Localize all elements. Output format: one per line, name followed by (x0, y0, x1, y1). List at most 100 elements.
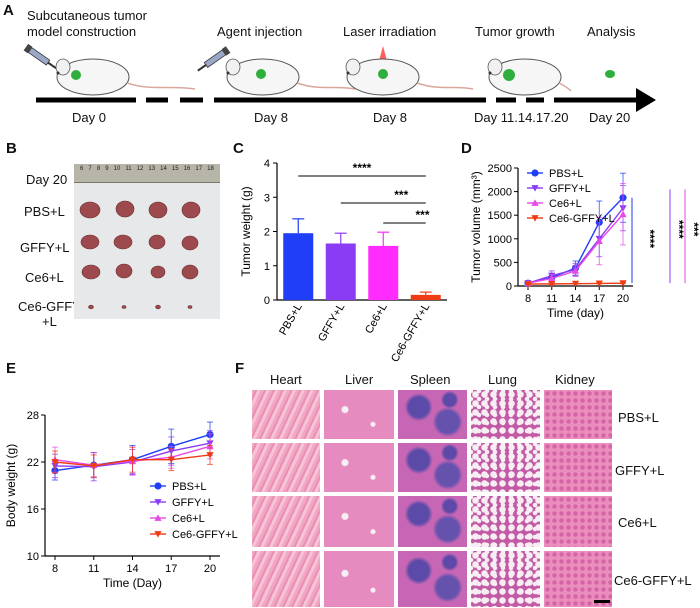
histology-image (397, 442, 468, 493)
histology-image (323, 495, 395, 548)
legend-label: Ce6-GFFY+L (549, 213, 615, 225)
y-tick-label: 1500 (488, 210, 512, 222)
column-header: Kidney (555, 372, 595, 387)
day-label: Day 8 (254, 110, 288, 125)
panel-label-e: E (6, 360, 17, 377)
y-tick-label: 28 (27, 410, 39, 422)
syringe-icon (197, 46, 231, 72)
bar (368, 245, 399, 300)
data-point (595, 280, 603, 288)
y-tick-label: 2 (264, 227, 270, 239)
column-header: Lung (488, 372, 517, 387)
histology-image (397, 550, 468, 608)
x-tick-label: 14 (126, 563, 138, 575)
panel-label-f: F (235, 360, 245, 377)
histology-image (251, 550, 321, 608)
significance-label: **** (672, 220, 686, 239)
syringe-icon (23, 43, 57, 70)
day-label: Day 0 (72, 110, 106, 125)
y-axis-label: Tumor volume (mm³) (469, 171, 483, 283)
x-tick-label: 11 (546, 293, 557, 305)
y-tick-label: 3 (264, 192, 270, 204)
row-label: GFFY+L (20, 240, 70, 255)
data-point (128, 456, 137, 464)
x-tick-label: 8 (52, 563, 58, 575)
data-point (524, 281, 532, 288)
ruler-number: 6 (80, 166, 84, 172)
x-tick-label: Ce6+L (363, 302, 390, 336)
x-axis-label: Time (Day) (103, 576, 162, 590)
data-point (595, 237, 603, 245)
y-tick-label: 2500 (488, 163, 512, 175)
x-tick-label: 17 (165, 563, 177, 575)
histology-image (251, 495, 321, 548)
tumor-icon (605, 70, 615, 78)
histology-image (251, 442, 321, 493)
row-label: GFFY+L (615, 463, 665, 478)
legend-label: Ce6+L (549, 198, 582, 210)
row-label: Ce6+L (25, 270, 64, 285)
data-point (206, 452, 214, 459)
mouse-icon (345, 58, 474, 96)
histology-image (397, 389, 468, 440)
histology-image (397, 495, 468, 548)
arrow-head-icon (636, 88, 656, 112)
bar (325, 243, 356, 300)
ruler-number: 9 (105, 166, 109, 172)
histology-image (251, 389, 321, 440)
data-point (571, 280, 580, 288)
significance-label: **** (643, 229, 657, 248)
data-point (531, 199, 539, 206)
body-weight-chart: 10 16 22 28 8 11 14 17 20 Time (Day) Body weight (… (4, 410, 238, 590)
significance-label: *** (394, 188, 408, 202)
legend-label: PBS+L (172, 481, 207, 493)
scale-bar (594, 600, 610, 603)
histology-image (323, 389, 395, 440)
histology-image (543, 389, 613, 440)
photo-title: Day 20 (26, 172, 68, 187)
ruler-number: 10 (113, 166, 121, 172)
step-tumor-growth: Tumor growth (475, 24, 555, 39)
legend-label: GFFY+L (172, 497, 214, 509)
day-label: Day 11.14.17.20 (474, 110, 569, 125)
step-model-construction: Subcutaneous tumor model construction (27, 8, 147, 39)
y-axis-label: Tumor weight (g) (239, 186, 253, 276)
ruler-number: 7 (88, 166, 92, 172)
step-analysis: Analysis (587, 24, 636, 39)
x-tick-label: 20 (204, 563, 216, 575)
y-tick-label: 2000 (488, 187, 512, 199)
y-tick-label: 0 (506, 281, 512, 293)
tumor-specimens (79, 200, 201, 310)
ruler-number: 11 (125, 166, 132, 172)
mouse-icon (55, 58, 196, 96)
ruler-number: 8 (96, 166, 101, 172)
histology-image (323, 442, 395, 493)
ruler-number: 17 (195, 166, 203, 172)
y-tick-label: 16 (27, 504, 39, 516)
data-point (548, 280, 556, 288)
data-point (619, 280, 627, 287)
legend-label: GFFY+L (549, 183, 591, 195)
data-point (548, 274, 556, 282)
data-point (531, 169, 539, 177)
data-point (167, 456, 175, 464)
x-tick-label: 11 (88, 563, 99, 575)
x-tick-label: PBS+L (277, 302, 305, 338)
mouse-icon (487, 58, 572, 96)
data-point (154, 499, 162, 506)
ruler-number: 12 (136, 166, 144, 172)
y-tick-label: 10 (27, 551, 39, 563)
histology-image (543, 550, 613, 608)
data-point (571, 267, 580, 274)
ruler-number: 15 (171, 166, 179, 172)
histology-image (470, 495, 541, 548)
step-agent-injection: Agent injection (217, 24, 303, 39)
significance-label: **** (353, 161, 372, 175)
panel-label-c: C (233, 140, 244, 157)
panel-label-a: A (3, 2, 14, 19)
x-tick-label: 8 (525, 293, 531, 305)
data-point (90, 463, 98, 470)
row-label: Ce6-GFFY+L (614, 573, 692, 588)
ruler-number: 16 (183, 166, 191, 172)
row-label: Ce6-GFFY +L (18, 299, 81, 329)
